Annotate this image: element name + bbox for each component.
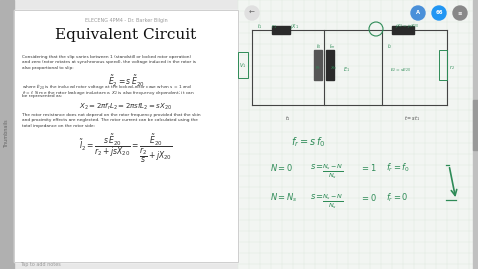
Bar — [314, 50, 322, 80]
Circle shape — [432, 6, 446, 20]
Bar — [14, 10, 238, 262]
Bar — [238, 0, 473, 269]
Text: $s=$: $s=$ — [310, 162, 324, 171]
Text: A: A — [416, 10, 420, 16]
Bar — [238, 52, 248, 78]
Text: $= 0$: $= 0$ — [360, 192, 377, 203]
Bar — [326, 50, 334, 80]
Text: $f_r = 0$: $f_r = 0$ — [386, 192, 409, 204]
Bar — [473, 0, 478, 269]
Text: 66: 66 — [435, 10, 443, 16]
Text: $r_2$: $r_2$ — [449, 63, 455, 72]
Text: $f_r = f_0$: $f_r = f_0$ — [386, 162, 410, 175]
Text: $jX_2=jsX_{20}$: $jX_2=jsX_{20}$ — [395, 22, 419, 30]
Circle shape — [245, 6, 259, 20]
Text: be represented as:: be represented as: — [22, 94, 62, 98]
Text: ELECENG 4PM4 - Dr. Barker Bilgin: ELECENG 4PM4 - Dr. Barker Bilgin — [85, 18, 167, 23]
Text: $I_2$: $I_2$ — [387, 42, 392, 51]
Text: Thumbnails: Thumbnails — [4, 120, 10, 148]
Text: The rotor resistance does not depend on the rotor frequency provided that the sk: The rotor resistance does not depend on … — [22, 113, 201, 117]
Text: $E_1$: $E_1$ — [343, 66, 349, 75]
Bar — [439, 50, 447, 80]
Text: $t = st_1$: $t = st_1$ — [404, 114, 420, 123]
Text: $I_m$: $I_m$ — [329, 42, 335, 51]
Text: $\frac{N_s-N}{N_s}$: $\frac{N_s-N}{N_s}$ — [322, 162, 344, 181]
Text: and proximity effects are neglected. The rotor current can be calculated using t: and proximity effects are neglected. The… — [22, 119, 198, 122]
Bar — [14, 10, 238, 262]
Text: $\frac{N_s-N}{N_s}$: $\frac{N_s-N}{N_s}$ — [322, 192, 344, 211]
Text: $\tilde{E}_2 = s\,\tilde{E}_{20}$: $\tilde{E}_2 = s\,\tilde{E}_{20}$ — [108, 73, 144, 89]
Text: $jX_1$: $jX_1$ — [291, 22, 300, 31]
Bar — [0, 0, 14, 269]
Text: $I_1$: $I_1$ — [257, 22, 262, 31]
Text: ←: ← — [249, 10, 255, 16]
Text: $f_r = f$. Since the rotor leakage inductance, $X_2$ is also frequency dependent: $f_r = f$. Since the rotor leakage induc… — [22, 89, 195, 97]
Text: $= 1$: $= 1$ — [360, 162, 377, 173]
Text: Tap to add notes: Tap to add notes — [20, 262, 61, 267]
Bar — [392, 26, 414, 34]
Text: $N=N_s$: $N=N_s$ — [270, 192, 298, 204]
Text: $t_1$: $t_1$ — [285, 114, 291, 123]
Text: $V_1$: $V_1$ — [239, 62, 247, 70]
Circle shape — [453, 6, 467, 20]
Text: $f_r = s\,f_0$: $f_r = s\,f_0$ — [291, 135, 325, 149]
Text: $N=0$: $N=0$ — [270, 162, 293, 173]
Circle shape — [411, 6, 425, 20]
Text: $X_2 = 2\pi f_r L_2 = 2\pi s f L_2 = s X_{20}$: $X_2 = 2\pi f_r L_2 = 2\pi s f L_2 = s X… — [79, 102, 173, 112]
Text: Considering that the slip varies between 1 (standstill or locked rotor operation: Considering that the slip varies between… — [22, 55, 191, 59]
Text: $\tilde{I}_2 = \dfrac{s\,\tilde{E}_{20}}{r_2 + jsX_{20}} = \dfrac{\tilde{E}_{20}: $\tilde{I}_2 = \dfrac{s\,\tilde{E}_{20}}… — [79, 133, 173, 165]
Text: Equivalent Circuit: Equivalent Circuit — [55, 28, 196, 42]
Text: and zero (rotor rotates at synchronous speed), the voltage induced in the rotor : and zero (rotor rotates at synchronous s… — [22, 61, 196, 65]
Text: total impedance on the rotor side:: total impedance on the rotor side: — [22, 124, 95, 128]
Bar — [272, 26, 290, 34]
Text: $r_1$: $r_1$ — [271, 22, 277, 31]
Text: $I_0$: $I_0$ — [316, 42, 322, 51]
Bar — [473, 100, 478, 150]
Text: where $\tilde{E}_{20}$ is the induced rotor voltage at the locked-rotor case whe: where $\tilde{E}_{20}$ is the induced ro… — [22, 83, 192, 92]
Text: ≡: ≡ — [458, 10, 462, 16]
Text: $E_2=sE_{20}$: $E_2=sE_{20}$ — [390, 66, 411, 74]
Text: $R_c$: $R_c$ — [315, 64, 321, 72]
Text: also proportional to slip:: also proportional to slip: — [22, 66, 74, 70]
Text: $s=$: $s=$ — [310, 192, 324, 201]
Text: $X_m$: $X_m$ — [330, 64, 338, 72]
